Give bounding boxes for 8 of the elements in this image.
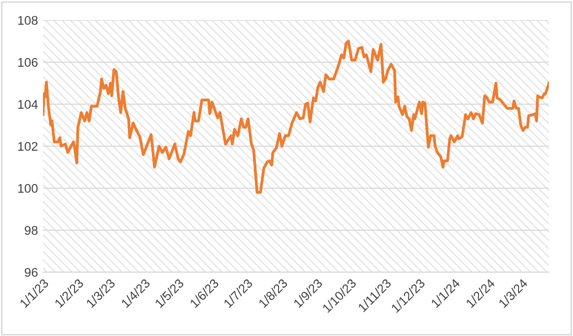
y-tick-label: 106: [18, 58, 38, 67]
y-tick-label: 96: [24, 268, 38, 277]
y-tick-label: 98: [24, 226, 38, 235]
y-tick-label: 102: [18, 142, 38, 151]
y-tick-label: 100: [18, 184, 38, 193]
line-series: [42, 40, 549, 194]
y-tick-label: 104: [18, 100, 38, 109]
y-tick-label: 108: [18, 16, 38, 25]
